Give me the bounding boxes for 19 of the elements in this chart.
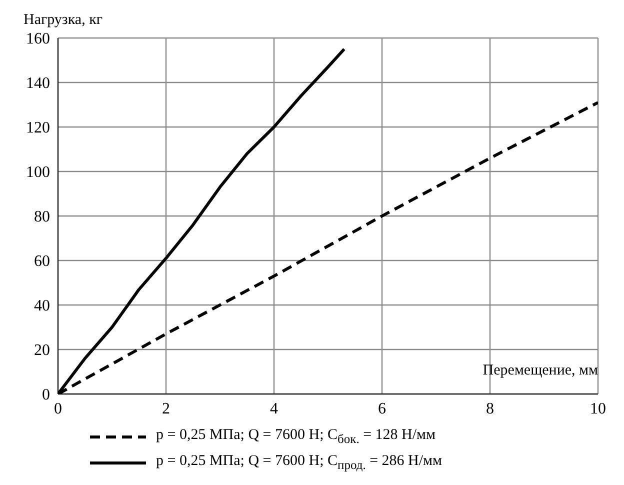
y-tick-label: 60 <box>34 253 50 270</box>
x-tick-label: 8 <box>486 400 494 418</box>
y-tick-label: 100 <box>26 164 50 182</box>
x-tick-label: 10 <box>590 400 606 418</box>
x-tick-label: 0 <box>54 400 62 418</box>
x-axis-title: Перемещение, мм <box>482 362 599 379</box>
y-tick-label: 20 <box>34 342 50 360</box>
x-tick-label: 6 <box>378 400 386 418</box>
y-axis-title: Нагрузка, кг <box>23 12 103 28</box>
y-tick-label: 140 <box>26 75 50 92</box>
legend-label: p = 0,25 МПа; Q = 7600 Н; C$_{прод.}$ = 286 Н/мм <box>156 453 442 472</box>
x-tick-label: 4 <box>270 400 278 418</box>
legend-label: p = 0,25 МПа; Q = 7600 Н; C$_{бок.}$ = 128 Н/мм <box>156 427 436 446</box>
y-tick-label: 0 <box>42 386 50 404</box>
y-tick-label: 120 <box>26 120 50 137</box>
y-tick-label: 40 <box>34 298 50 315</box>
y-tick-label: 80 <box>34 208 50 226</box>
x-tick-label: 2 <box>162 400 170 418</box>
y-tick-label: 160 <box>26 30 50 48</box>
